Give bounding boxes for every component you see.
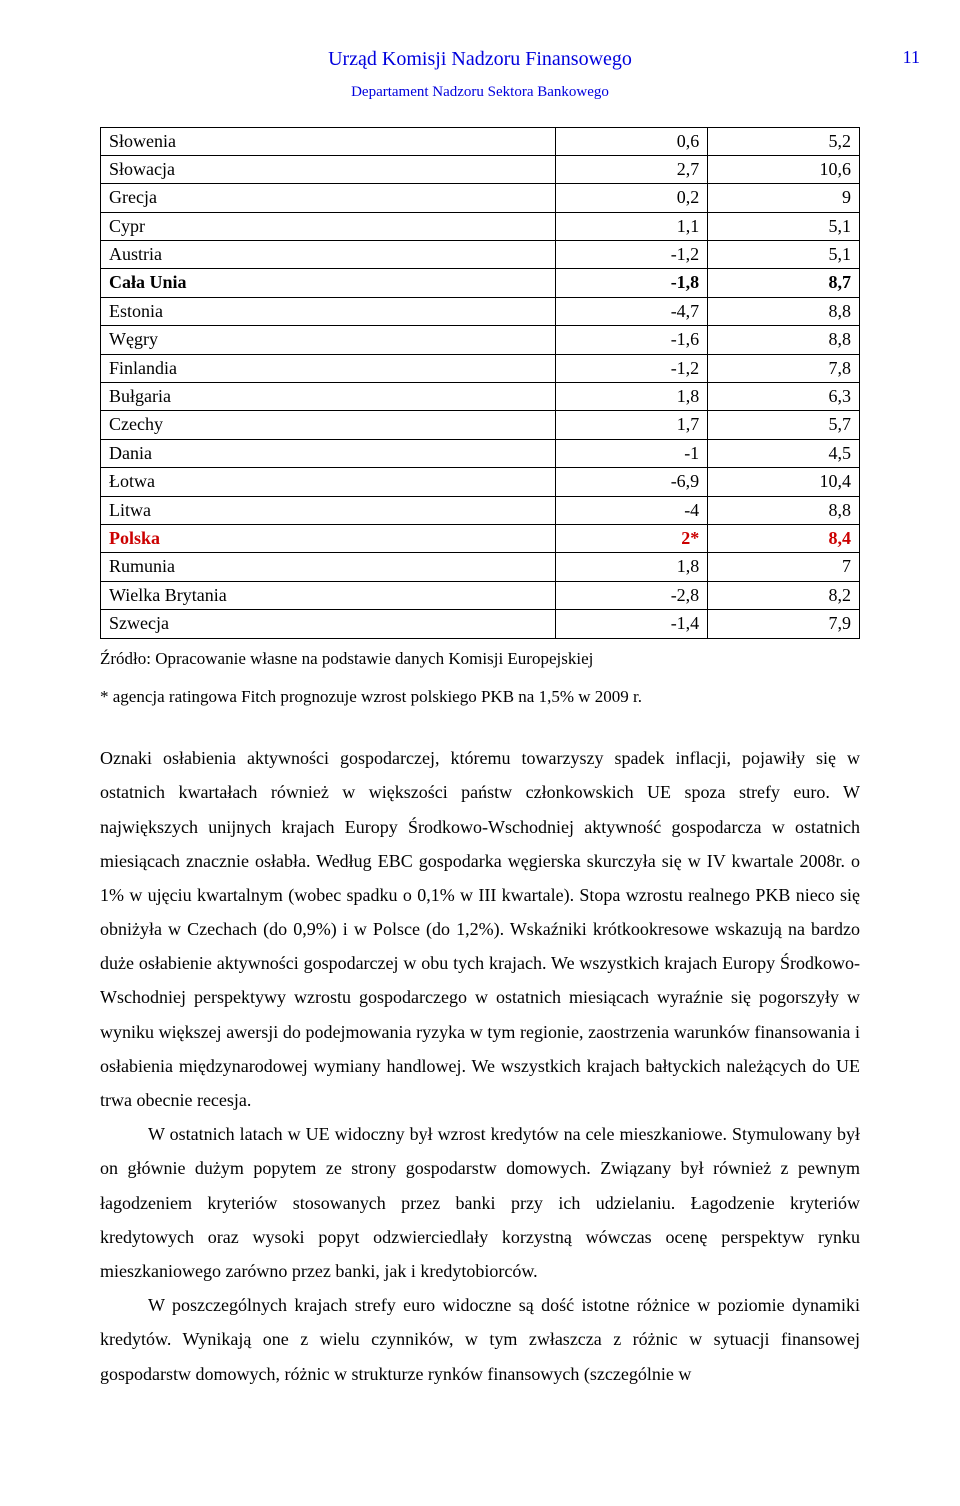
table-row: Polska2*8,4 (101, 524, 860, 552)
table-row: Austria-1,25,1 (101, 241, 860, 269)
value-cell-1: -6,9 (556, 468, 708, 496)
country-cell: Rumunia (101, 553, 556, 581)
value-cell-1: 0,2 (556, 184, 708, 212)
body-text: Oznaki osłabienia aktywności gospodarcze… (100, 741, 860, 1391)
value-cell-2: 8,4 (708, 524, 860, 552)
value-cell-2: 6,3 (708, 383, 860, 411)
table-row: Grecja0,29 (101, 184, 860, 212)
value-cell-1: -1,2 (556, 354, 708, 382)
table-row: Słowenia0,65,2 (101, 127, 860, 155)
value-cell-1: -1,8 (556, 269, 708, 297)
table-row: Szwecja-1,47,9 (101, 610, 860, 638)
value-cell-2: 8,8 (708, 496, 860, 524)
value-cell-2: 8,7 (708, 269, 860, 297)
value-cell-2: 5,1 (708, 241, 860, 269)
value-cell-1: 2* (556, 524, 708, 552)
table-row: Dania-14,5 (101, 439, 860, 467)
table-row: Wielka Brytania-2,88,2 (101, 581, 860, 609)
country-cell: Finlandia (101, 354, 556, 382)
value-cell-2: 9 (708, 184, 860, 212)
value-cell-1: -4,7 (556, 297, 708, 325)
value-cell-2: 10,6 (708, 155, 860, 183)
table-row: Czechy1,75,7 (101, 411, 860, 439)
value-cell-2: 8,8 (708, 326, 860, 354)
country-cell: Szwecja (101, 610, 556, 638)
value-cell-2: 5,7 (708, 411, 860, 439)
value-cell-1: 1,8 (556, 553, 708, 581)
value-cell-2: 8,2 (708, 581, 860, 609)
value-cell-1: 1,1 (556, 212, 708, 240)
country-cell: Wielka Brytania (101, 581, 556, 609)
data-table: Słowenia0,65,2Słowacja2,710,6Grecja0,29C… (100, 127, 860, 639)
country-cell: Polska (101, 524, 556, 552)
value-cell-1: -1 (556, 439, 708, 467)
value-cell-2: 8,8 (708, 297, 860, 325)
header-subtitle: Departament Nadzoru Sektora Bankowego (100, 78, 860, 107)
country-cell: Czechy (101, 411, 556, 439)
value-cell-1: 2,7 (556, 155, 708, 183)
country-cell: Bułgaria (101, 383, 556, 411)
country-cell: Austria (101, 241, 556, 269)
country-cell: Węgry (101, 326, 556, 354)
value-cell-1: 1,7 (556, 411, 708, 439)
value-cell-1: 1,8 (556, 383, 708, 411)
table-row: Bułgaria1,86,3 (101, 383, 860, 411)
table-source: Źródło: Opracowanie własne na podstawie … (100, 643, 860, 675)
table-row: Cała Unia-1,88,7 (101, 269, 860, 297)
page-number: 11 (903, 40, 920, 74)
value-cell-1: -1,4 (556, 610, 708, 638)
country-cell: Łotwa (101, 468, 556, 496)
country-cell: Słowacja (101, 155, 556, 183)
page-header: Urząd Komisji Nadzoru Finansowego Depart… (100, 40, 860, 107)
table-row: Finlandia-1,27,8 (101, 354, 860, 382)
country-cell: Cała Unia (101, 269, 556, 297)
table-row: Łotwa-6,910,4 (101, 468, 860, 496)
paragraph-1: Oznaki osłabienia aktywności gospodarcze… (100, 741, 860, 1117)
country-cell: Słowenia (101, 127, 556, 155)
value-cell-2: 5,2 (708, 127, 860, 155)
value-cell-1: -2,8 (556, 581, 708, 609)
table-note: * agencja ratingowa Fitch prognozuje wzr… (100, 681, 860, 713)
country-cell: Cypr (101, 212, 556, 240)
table-row: Estonia-4,78,8 (101, 297, 860, 325)
value-cell-1: 0,6 (556, 127, 708, 155)
table-row: Cypr1,15,1 (101, 212, 860, 240)
table-row: Węgry-1,68,8 (101, 326, 860, 354)
table-row: Słowacja2,710,6 (101, 155, 860, 183)
paragraph-3: W poszczególnych krajach strefy euro wid… (100, 1288, 860, 1391)
table-row: Rumunia1,87 (101, 553, 860, 581)
country-cell: Grecja (101, 184, 556, 212)
country-cell: Litwa (101, 496, 556, 524)
value-cell-2: 7,8 (708, 354, 860, 382)
value-cell-2: 7,9 (708, 610, 860, 638)
table-row: Litwa-48,8 (101, 496, 860, 524)
value-cell-1: -4 (556, 496, 708, 524)
value-cell-1: -1,6 (556, 326, 708, 354)
value-cell-2: 5,1 (708, 212, 860, 240)
paragraph-2: W ostatnich latach w UE widoczny był wzr… (100, 1117, 860, 1288)
value-cell-2: 10,4 (708, 468, 860, 496)
value-cell-1: -1,2 (556, 241, 708, 269)
country-cell: Estonia (101, 297, 556, 325)
value-cell-2: 7 (708, 553, 860, 581)
value-cell-2: 4,5 (708, 439, 860, 467)
header-title: Urząd Komisji Nadzoru Finansowego (100, 40, 860, 78)
country-cell: Dania (101, 439, 556, 467)
